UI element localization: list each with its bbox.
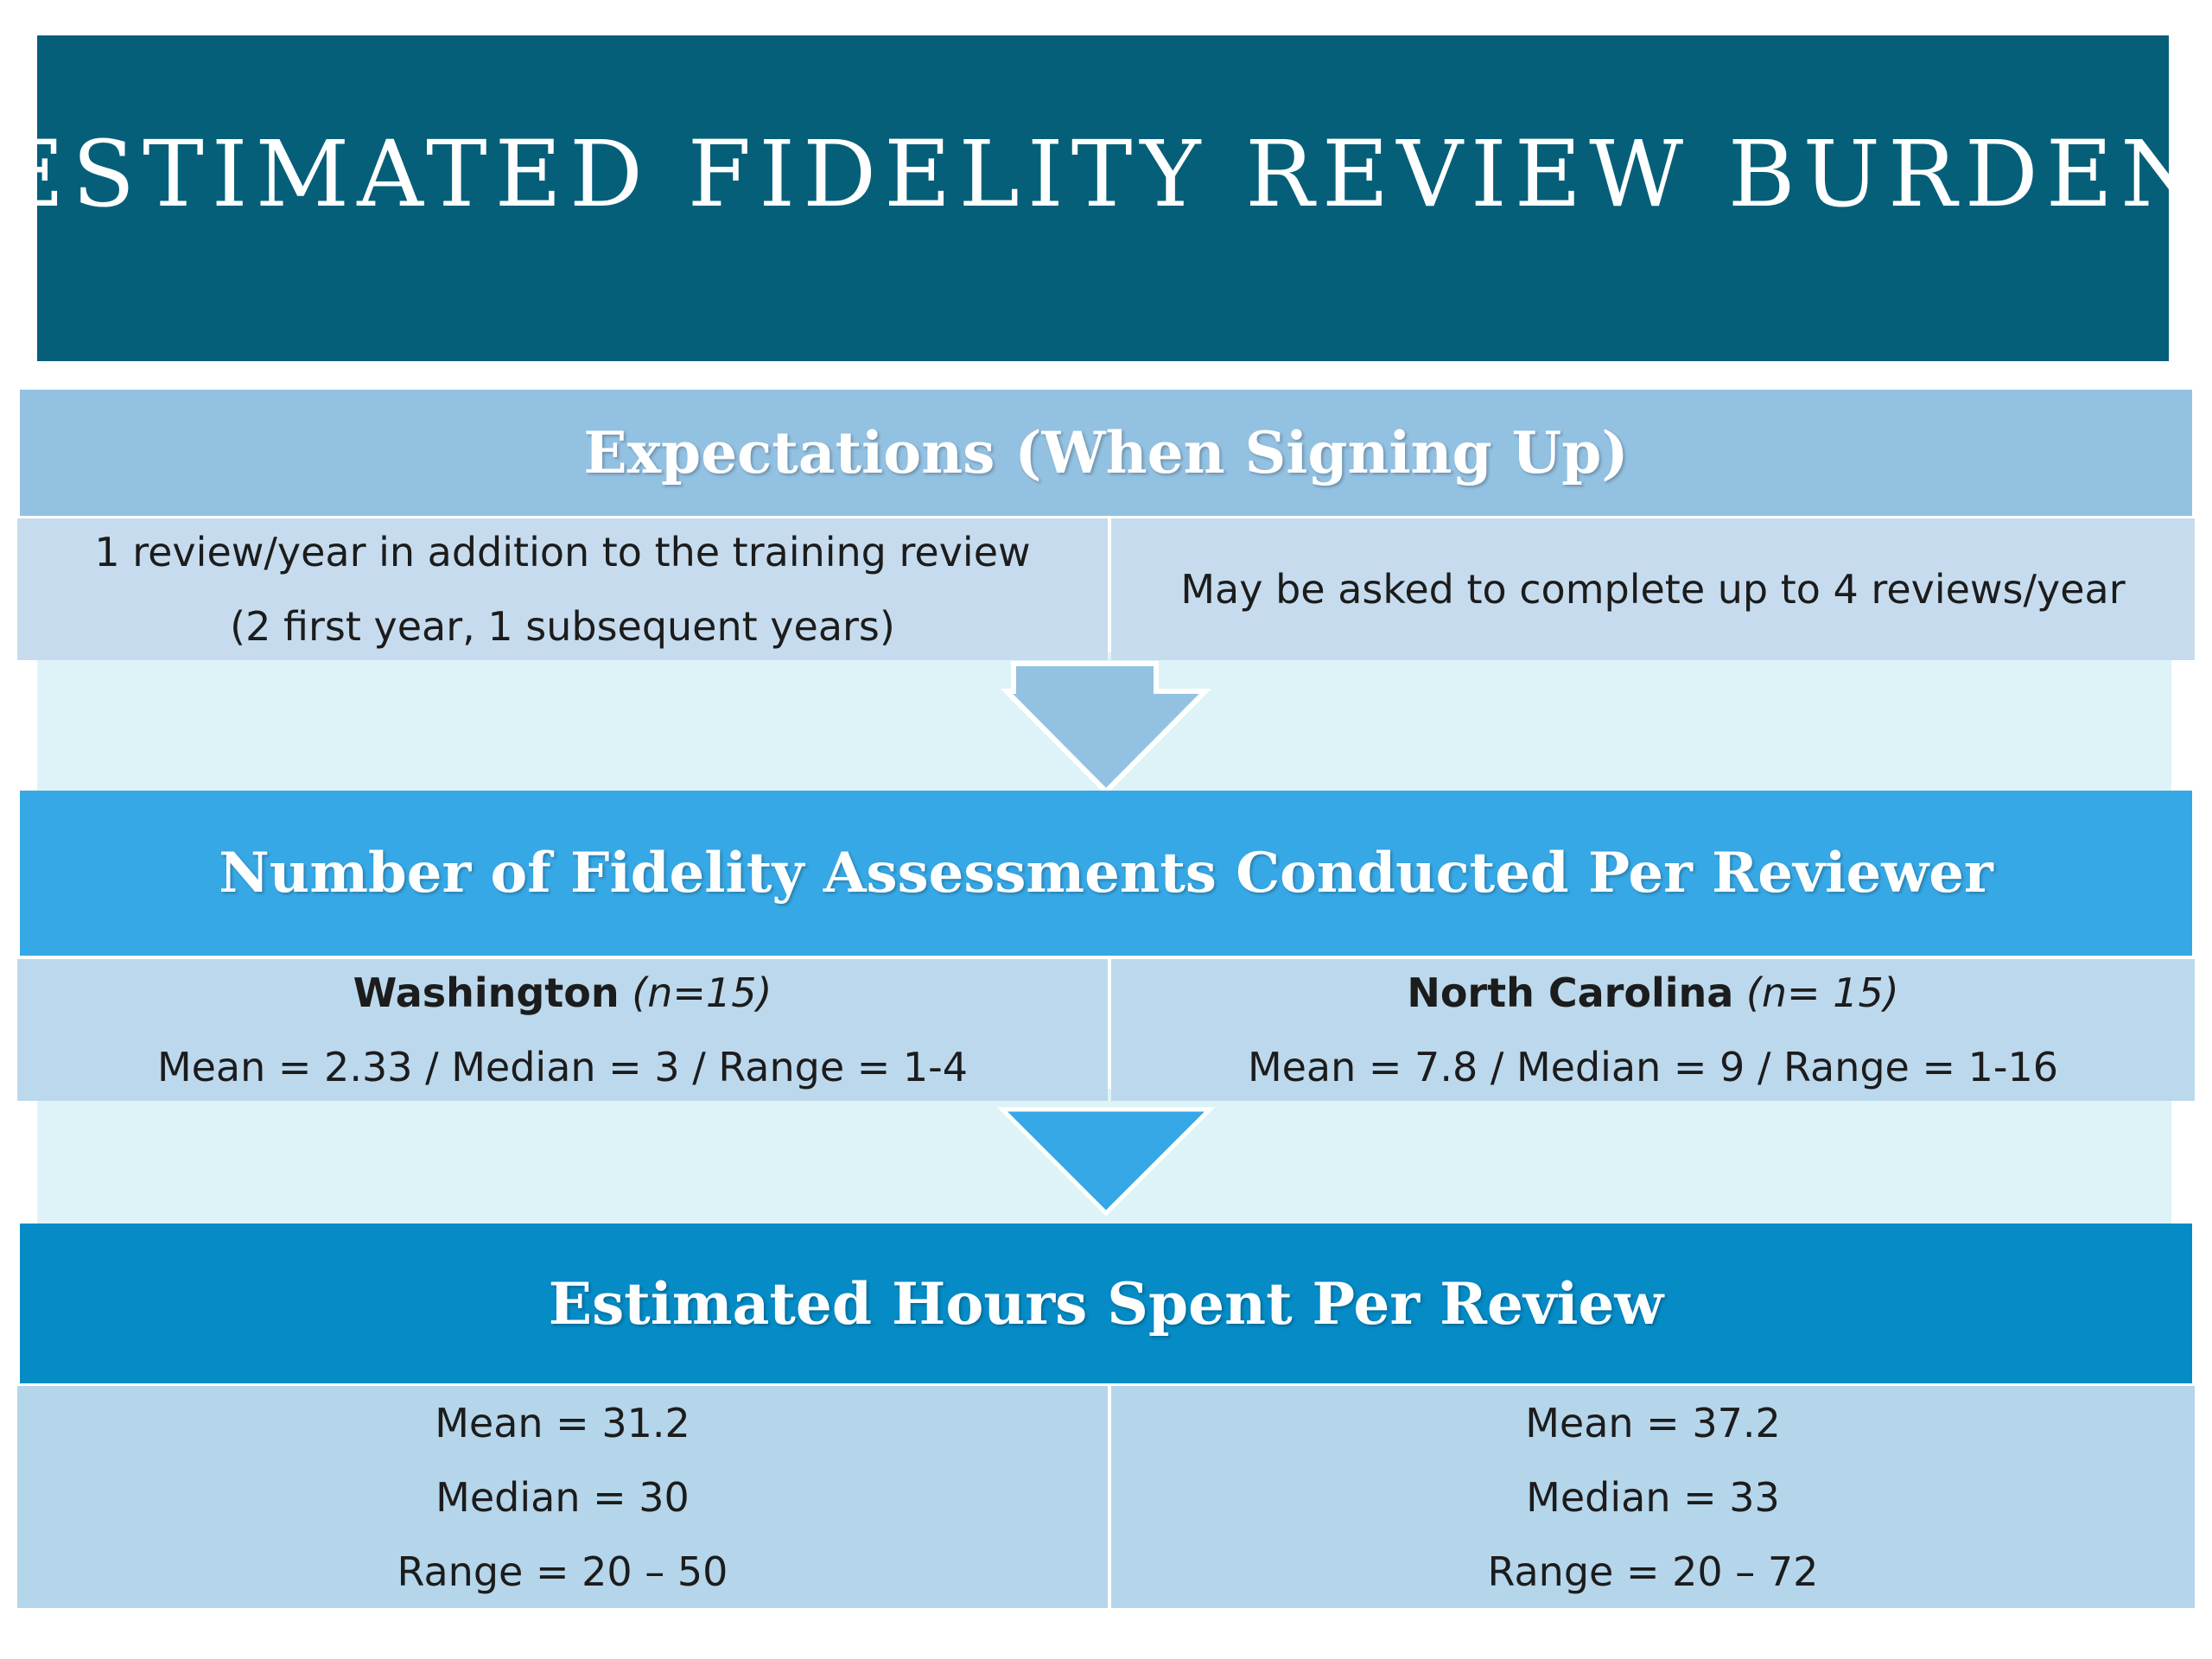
section-assessments-heading: Number of Fidelity Assessments Conducted… [219,841,1993,906]
section-expectations-right-panel: May be asked to complete up to 4 reviews… [1111,518,2195,660]
north-carolina-state-label: North Carolina [1407,969,1734,1016]
washington-state-label: Washington [353,969,620,1016]
flow-arrow-1-shape [1000,661,1212,796]
washington-hours-mean: Mean = 31.2 [435,1399,690,1446]
section-expectations-header: Expectations (When Signing Up) [20,390,2192,516]
section-assessments-header: Number of Fidelity Assessments Conducted… [20,791,2192,956]
north-carolina-stats: Mean = 7.8 / Median = 9 / Range = 1-16 [1247,1044,2059,1090]
north-carolina-hours-range: Range = 20 – 72 [1487,1548,1819,1595]
north-carolina-sample-size: (n= 15) [1745,969,1899,1016]
section-hours-left-panel: Mean = 31.2 Median = 30 Range = 20 – 50 [17,1386,1108,1608]
page-title: ESTIMATED FIDELITY REVIEW BURDEN [0,121,2209,227]
expectation-left-line2: (2 first year, 1 subsequent years) [230,603,895,650]
expectation-right-line1: May be asked to complete up to 4 reviews… [1180,566,2126,613]
section-hours-heading: Estimated Hours Spent Per Review [548,1269,1664,1338]
north-carolina-hours-mean: Mean = 37.2 [1525,1399,1781,1446]
section-assessments-right-panel: North Carolina (n= 15) Mean = 7.8 / Medi… [1111,959,2195,1101]
section-expectations-left-panel: 1 review/year in addition to the trainin… [17,518,1108,660]
section-expectations-heading: Expectations (When Signing Up) [583,419,1629,486]
section-hours-right-panel: Mean = 37.2 Median = 33 Range = 20 – 72 [1111,1386,2195,1608]
washington-hours-range: Range = 20 – 50 [397,1548,728,1595]
section-hours-header: Estimated Hours Spent Per Review [20,1224,2192,1383]
north-carolina-hours-median: Median = 33 [1526,1473,1780,1521]
washington-sample-size: (n=15) [632,969,772,1016]
washington-hours-median: Median = 30 [435,1473,690,1521]
north-carolina-header: North Carolina (n= 15) [1407,956,1898,1030]
section-assessments-left-panel: Washington (n=15) Mean = 2.33 / Median =… [17,959,1108,1101]
washington-header: Washington (n=15) [353,956,772,1030]
expectation-left-line1: 1 review/year in addition to the trainin… [94,529,1031,575]
washington-stats: Mean = 2.33 / Median = 3 / Range = 1-4 [156,1044,969,1090]
title-banner: ESTIMATED FIDELITY REVIEW BURDEN [0,35,2201,361]
flow-arrow-2-shape [996,1107,1216,1217]
